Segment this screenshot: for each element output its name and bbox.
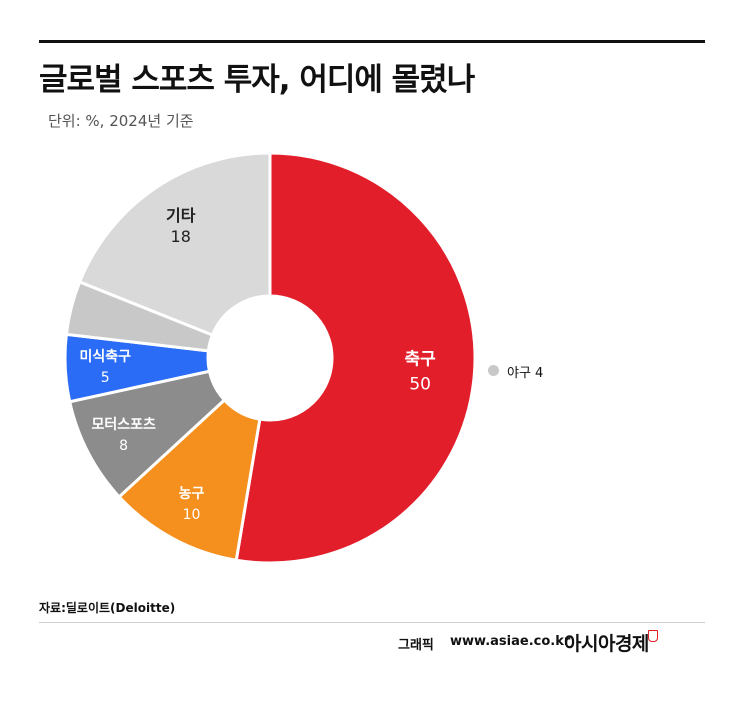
bottom-rule: [39, 622, 705, 623]
legend-label-baseball: 야구 4: [507, 366, 544, 381]
top-rule: [39, 40, 705, 43]
label-american-football: 미식축구: [79, 349, 131, 365]
legend-swatch-baseball: [488, 365, 499, 376]
value-american-football: 5: [101, 370, 110, 386]
slice-other: [77, 151, 272, 337]
slice-basketball: [117, 397, 262, 562]
site-url: www.asiae.co.kr: [450, 634, 571, 649]
chart-title: 글로벌 스포츠 투자, 어디에 몰렸나: [39, 62, 475, 98]
brand-mark-icon: [648, 630, 658, 642]
label-soccer: 축구: [405, 349, 437, 369]
value-other: 18: [171, 227, 191, 246]
label-other: 기타: [166, 206, 196, 225]
source-note: 자료:딜로이트(Deloitte): [39, 601, 176, 615]
graphic-credit: 그래픽: [398, 638, 434, 653]
slice-motorsport: [67, 369, 227, 499]
value-soccer: 50: [409, 374, 431, 394]
value-motorsport: 8: [119, 438, 128, 454]
chart-subtitle: 단위: %, 2024년 기준: [48, 112, 194, 130]
slice-soccer: [234, 151, 477, 565]
value-basketball: 10: [183, 507, 201, 523]
brand-logo: 아시아경제: [564, 633, 649, 655]
label-motorsport: 모터스포츠: [91, 417, 156, 433]
label-basketball: 농구: [179, 486, 205, 502]
